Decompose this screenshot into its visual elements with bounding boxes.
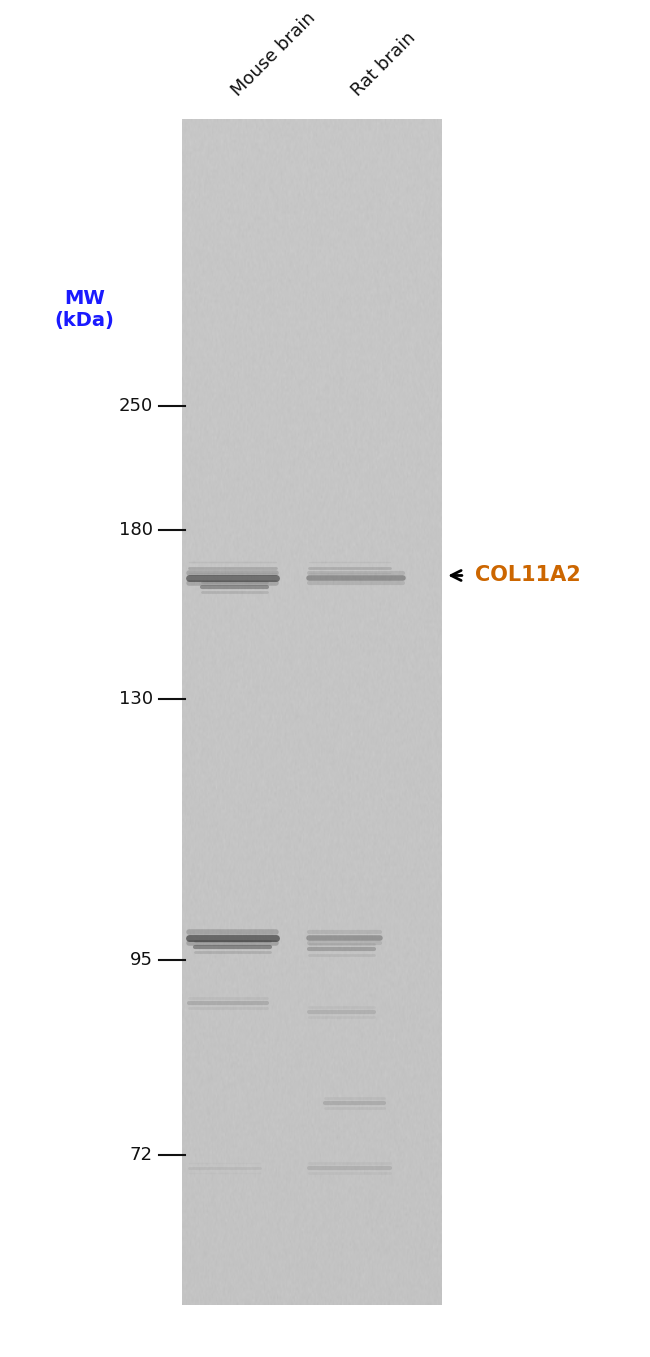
Text: 72: 72 [130, 1147, 153, 1164]
Text: 130: 130 [118, 691, 153, 708]
Text: Mouse brain: Mouse brain [227, 9, 318, 100]
Text: Rat brain: Rat brain [348, 28, 419, 100]
Text: 250: 250 [118, 398, 153, 415]
Text: COL11A2: COL11A2 [474, 566, 580, 585]
Text: 180: 180 [119, 521, 153, 539]
Text: 95: 95 [130, 951, 153, 969]
Text: MW
(kDa): MW (kDa) [55, 289, 114, 330]
